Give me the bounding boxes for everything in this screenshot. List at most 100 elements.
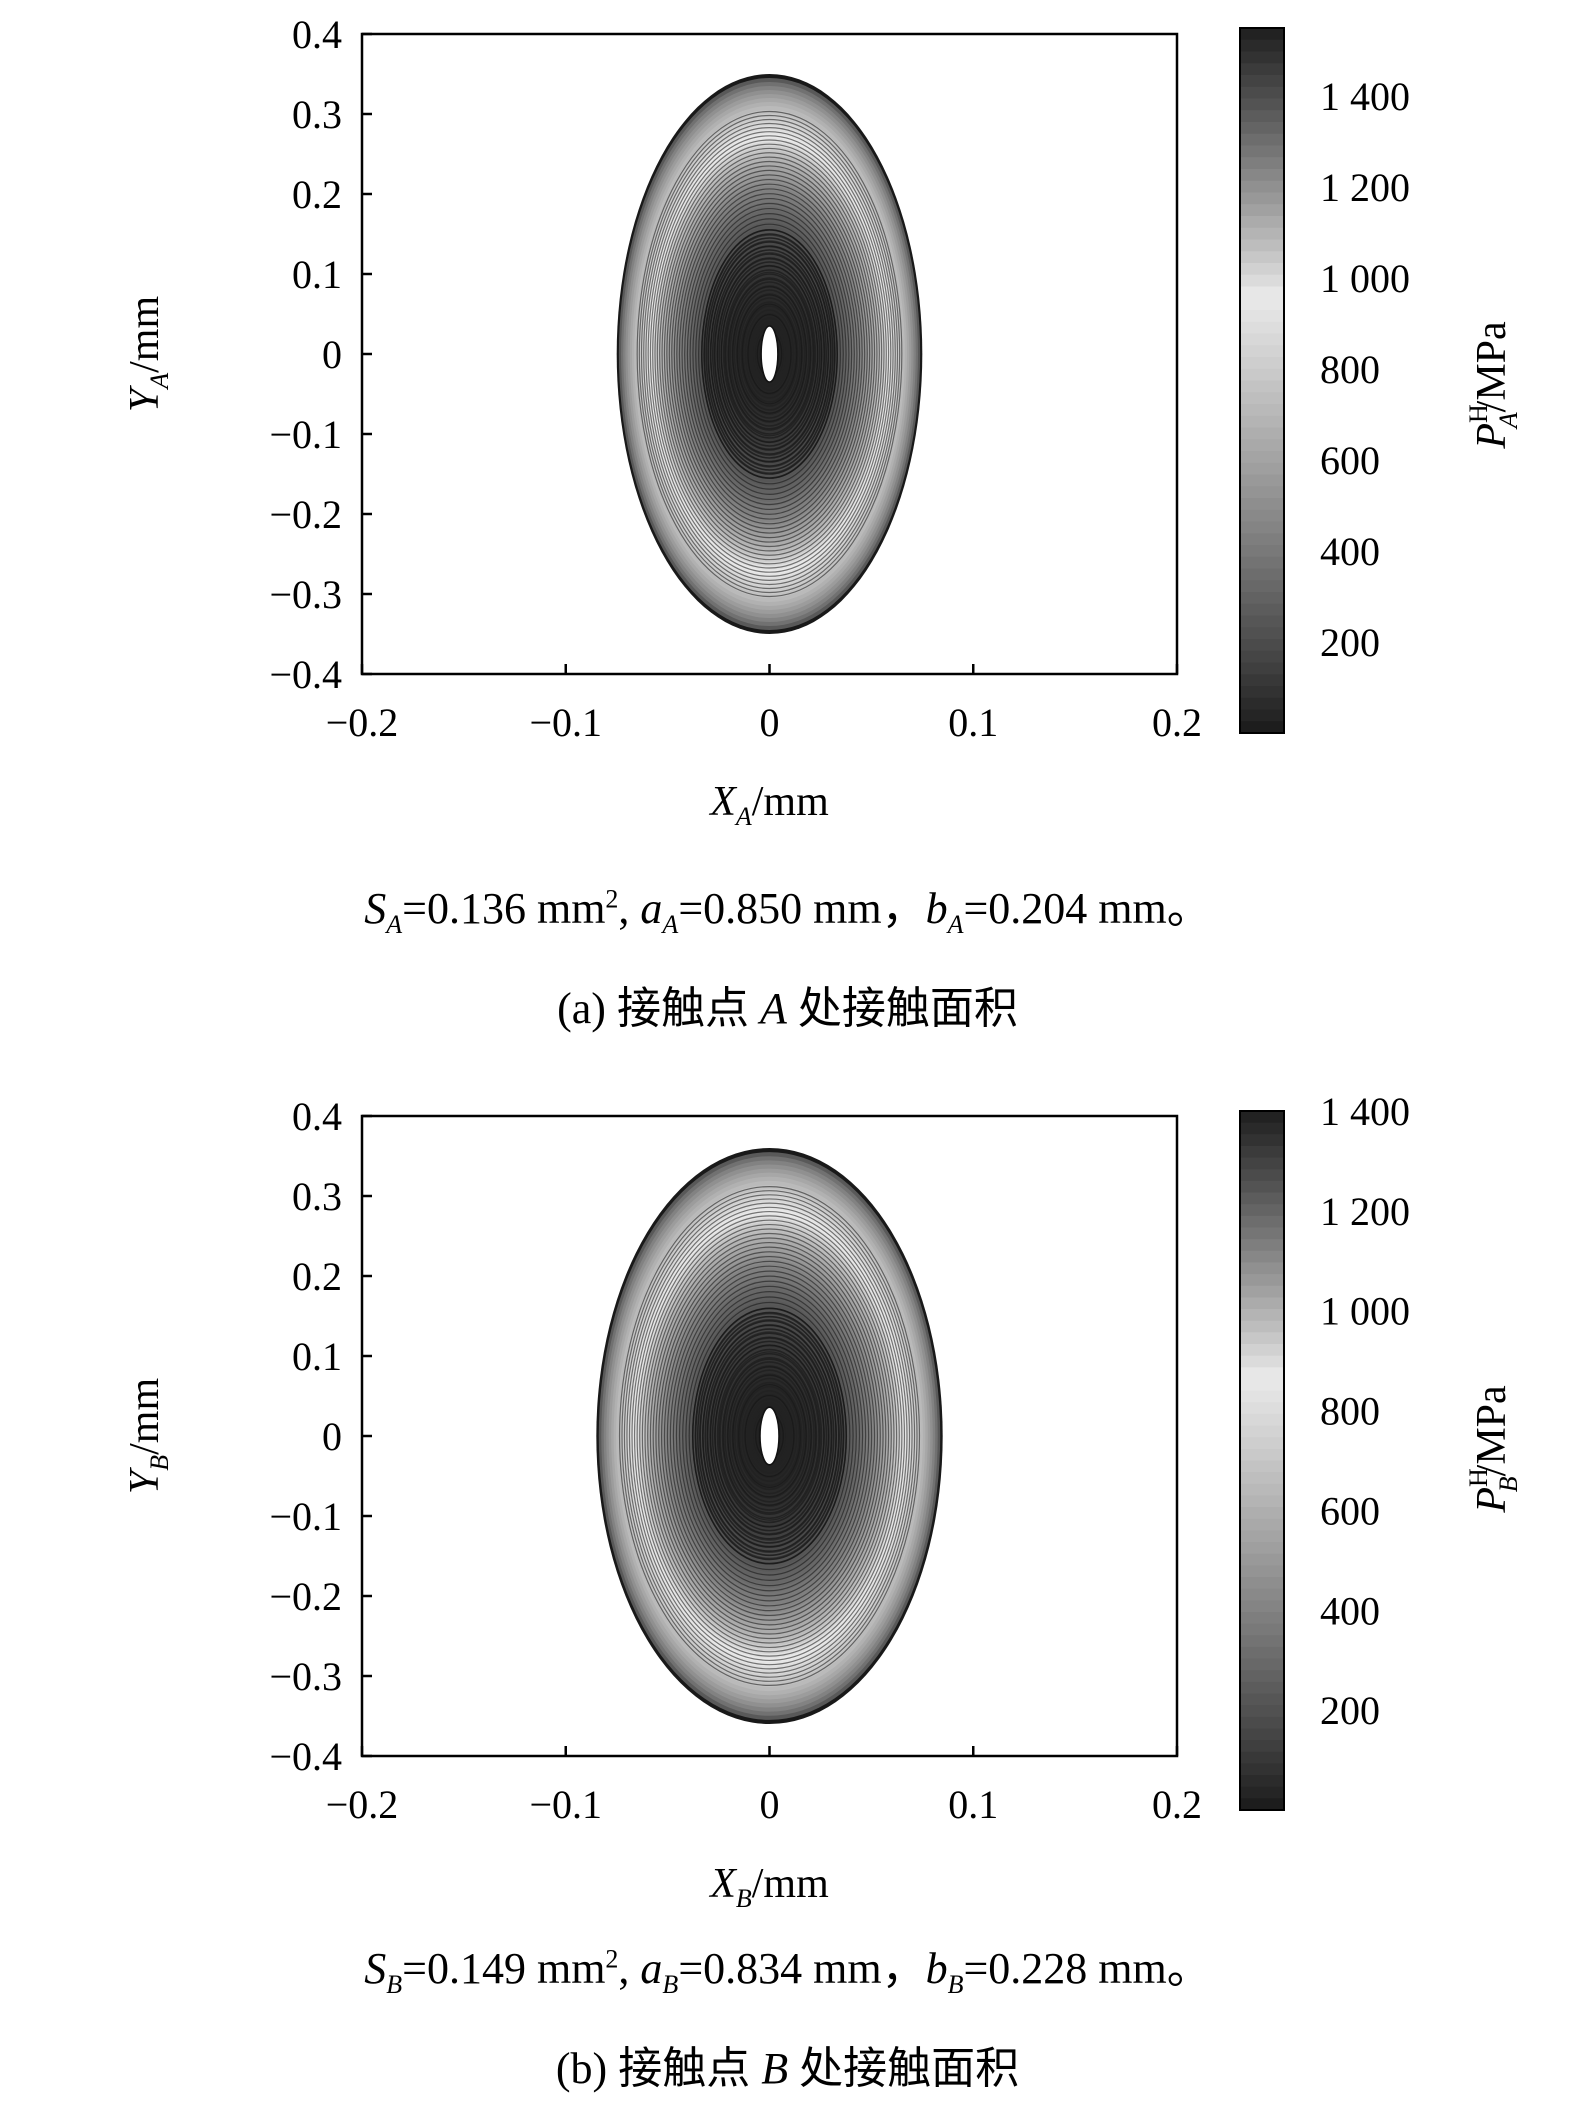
contour-line bbox=[682, 1291, 857, 1581]
colorbar-band bbox=[1240, 392, 1284, 405]
colorbar-band bbox=[1240, 1111, 1284, 1124]
s-label: S bbox=[364, 884, 387, 933]
caption-point: A bbox=[759, 984, 787, 1033]
contour-line bbox=[744, 1394, 795, 1478]
colorbar-band bbox=[1240, 239, 1284, 252]
colorbar-band bbox=[1240, 1611, 1284, 1625]
colorbar-band bbox=[1240, 157, 1284, 170]
colorbar-band bbox=[1240, 1507, 1284, 1520]
contour-line bbox=[713, 252, 826, 456]
contour-line bbox=[649, 135, 890, 573]
x-tick-label: 0.2 bbox=[1152, 700, 1202, 745]
colorbar-tick-label: 200 bbox=[1320, 620, 1380, 665]
a-label: a bbox=[640, 1944, 663, 1993]
colorbar-band bbox=[1240, 1740, 1284, 1753]
colorbar-band bbox=[1240, 1274, 1284, 1287]
contour-line bbox=[671, 174, 868, 534]
colorbar-band bbox=[1240, 1437, 1284, 1450]
b-sub: A bbox=[947, 909, 964, 939]
x-tick-label: −0.2 bbox=[326, 1782, 399, 1827]
colorbar-tick-label: 600 bbox=[1320, 1488, 1380, 1533]
contour-line bbox=[660, 1255, 879, 1617]
contour-line bbox=[678, 1285, 861, 1587]
y-tick-label: 0.3 bbox=[292, 92, 342, 137]
contour-line bbox=[663, 1260, 876, 1612]
colorbar-band bbox=[1240, 1786, 1284, 1799]
contour-line bbox=[688, 1301, 851, 1571]
colorbar-tick-label: 1 400 bbox=[1320, 1089, 1410, 1134]
y-tick-label: 0 bbox=[322, 332, 342, 377]
contour-line bbox=[628, 1202, 911, 1670]
y-tick-label: −0.1 bbox=[269, 412, 342, 457]
contour-line bbox=[698, 1319, 841, 1553]
colorbar-band bbox=[1240, 39, 1284, 53]
contour-line bbox=[718, 1351, 821, 1521]
contour-line bbox=[640, 118, 899, 590]
colorbar-band bbox=[1240, 1542, 1284, 1555]
y-tick-label: −0.3 bbox=[269, 1654, 342, 1699]
colorbar-band bbox=[1240, 1355, 1284, 1368]
contour-line bbox=[722, 1358, 817, 1514]
colorbar-label: PHA/MPa bbox=[1464, 321, 1523, 450]
colorbar-band bbox=[1240, 1344, 1284, 1357]
colorbar-band bbox=[1240, 145, 1284, 158]
y-tick-label: 0.2 bbox=[292, 172, 342, 217]
contour-line bbox=[678, 188, 861, 520]
x-tick-label: 0 bbox=[760, 700, 780, 745]
y-tick-label: 0.4 bbox=[292, 12, 342, 57]
y-axis-label: YB/mm bbox=[122, 1378, 174, 1495]
contour-line bbox=[676, 183, 863, 525]
x-tick-label: 0.2 bbox=[1152, 1782, 1202, 1827]
y-tick-label: 0.4 bbox=[292, 1094, 342, 1139]
caption-suffix: 处接触面积 bbox=[788, 2044, 1020, 2093]
contour-line bbox=[636, 110, 903, 598]
colorbar-band bbox=[1240, 1530, 1284, 1543]
colorbar-band bbox=[1240, 169, 1284, 182]
colorbar-band bbox=[1240, 603, 1284, 617]
colorbar-band bbox=[1240, 486, 1284, 499]
colorbar-band bbox=[1240, 1262, 1284, 1275]
contour-line bbox=[686, 202, 853, 506]
colorbar-band bbox=[1240, 1658, 1284, 1671]
colorbar-band bbox=[1240, 1169, 1284, 1182]
s-label: S bbox=[364, 1944, 387, 1993]
contour-line bbox=[668, 169, 871, 539]
contour-line bbox=[710, 246, 829, 462]
s-sup: 2 bbox=[605, 1944, 619, 1974]
panel-b: −0.2 −0.1 0 0.1 0.2 0.4 0.3 0.2 0.1 0 −0.1 −0.2 −0.3… bbox=[0, 1059, 1575, 2118]
contour-line bbox=[658, 1251, 881, 1621]
contour-line bbox=[618, 1186, 921, 1686]
contour-line bbox=[661, 156, 878, 552]
colorbar-band bbox=[1240, 709, 1284, 722]
contour-line bbox=[728, 278, 811, 430]
b-value: =0.204 mm。 bbox=[963, 884, 1211, 933]
colorbar-band bbox=[1240, 1390, 1284, 1403]
contour-line bbox=[710, 1337, 829, 1535]
contour-line bbox=[656, 147, 883, 561]
contour-line bbox=[732, 1374, 807, 1498]
y-axis-label: YA/mm bbox=[122, 296, 174, 413]
colorbar-band bbox=[1240, 1285, 1284, 1298]
s-sub: B bbox=[386, 1969, 403, 1999]
contour-line bbox=[655, 1246, 884, 1626]
contour-line bbox=[669, 1270, 870, 1602]
colorbar-band bbox=[1240, 1122, 1284, 1135]
x-tick-label: 0.1 bbox=[948, 700, 998, 745]
colorbar-band bbox=[1240, 1180, 1284, 1194]
y-tick-label: 0 bbox=[322, 1414, 342, 1459]
b-label: b bbox=[925, 1944, 948, 1993]
colorbar-band bbox=[1240, 1332, 1284, 1345]
colorbar-band bbox=[1240, 1751, 1284, 1764]
b-sub: B bbox=[947, 1969, 964, 1999]
colorbar-band bbox=[1240, 216, 1284, 229]
y-tick-label: 0.3 bbox=[292, 1174, 342, 1219]
colorbar-band bbox=[1240, 1553, 1284, 1566]
colorbar-band bbox=[1240, 1798, 1284, 1811]
contour-line bbox=[747, 314, 792, 394]
contour-chart-a: −0.2 −0.1 0 0.1 0.2 0.4 0.3 0.2 0.1 0 −0.1 −0.2 −0.3… bbox=[122, 12, 1523, 831]
contour-line bbox=[695, 1313, 844, 1559]
colorbar-band bbox=[1240, 721, 1284, 734]
a-value: =0.834 mm， bbox=[678, 1944, 926, 1993]
contour-line bbox=[714, 1344, 825, 1528]
contour-line bbox=[666, 1265, 873, 1607]
